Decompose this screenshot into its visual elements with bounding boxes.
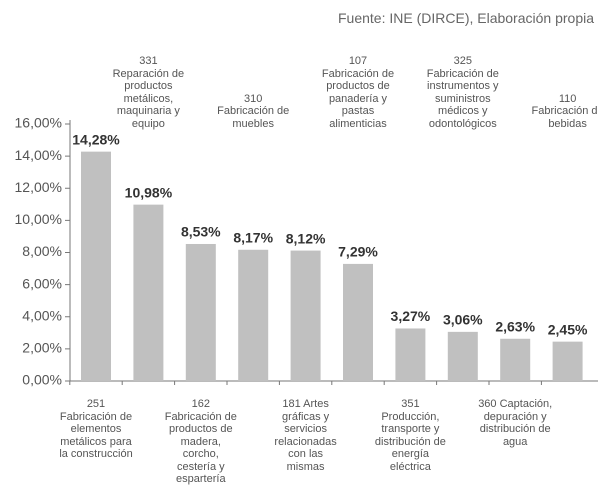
y-tick-label: 10,00%: [15, 211, 62, 227]
value-label: 8,12%: [286, 230, 326, 246]
category-label: 360 Captación, depuración y distribución…: [478, 398, 553, 448]
bar: [395, 328, 426, 381]
value-label: 2,45%: [548, 321, 588, 337]
source: Fuente: INE (DIRCE), Elaboración propia: [338, 10, 594, 26]
y-tick-label: 2,00%: [22, 340, 62, 356]
value-label: 10,98%: [125, 184, 173, 200]
value-label: 2,63%: [495, 318, 535, 334]
value-label: 3,06%: [443, 312, 483, 328]
y-tick-label: 8,00%: [22, 243, 62, 259]
bar: [238, 249, 269, 381]
category-label: 107 Fabricación de productos de panaderí…: [321, 55, 395, 130]
bar: [447, 331, 478, 381]
category-label: 351 Producción, transporte y distribució…: [374, 398, 446, 473]
category-label: 110 Fabricación de bebidas: [531, 92, 598, 130]
value-label: 7,29%: [338, 244, 378, 260]
y-tick-label: 12,00%: [15, 179, 62, 195]
category-label: 331 Reparación de productos metálicos, m…: [112, 55, 185, 130]
y-tick-label: 16,00%: [15, 115, 62, 131]
bar: [133, 204, 164, 381]
y-tick-label: 14,00%: [15, 147, 62, 163]
y-tick-label: 4,00%: [22, 307, 62, 323]
category-label: 310 Fabricación de muebles: [217, 92, 290, 130]
bar: [81, 151, 111, 381]
category-label: 162 Fabricación de productos de madera, …: [164, 398, 237, 485]
bar: [343, 263, 373, 381]
value-label: 8,53%: [181, 224, 221, 240]
bar: [185, 243, 216, 381]
category-label: 325 Fabricación de instrumentos y sumini…: [426, 55, 499, 130]
y-tick-label: 0,00%: [22, 372, 62, 388]
bar: [552, 341, 583, 381]
bar: [500, 338, 531, 381]
y-tick-label: 6,00%: [22, 275, 62, 291]
value-label: 8,17%: [233, 229, 273, 245]
value-label: 14,28%: [72, 131, 120, 147]
category-label: 251 Fabricación de elementos metálicos p…: [59, 398, 133, 460]
value-label: 3,27%: [391, 308, 431, 324]
category-label: 181 Artes gráficas y servicios relaciona…: [274, 398, 337, 473]
bar: [290, 250, 321, 381]
